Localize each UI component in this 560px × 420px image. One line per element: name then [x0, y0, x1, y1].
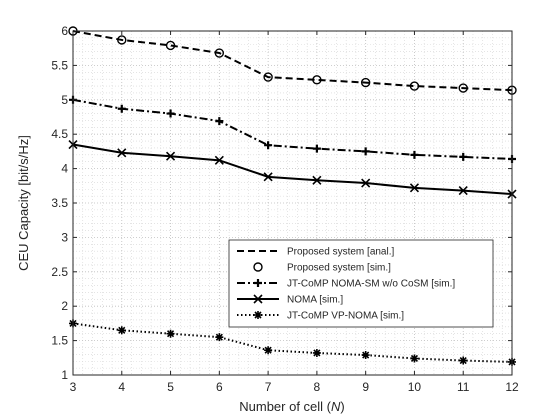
asterisk-marker — [117, 326, 126, 335]
x-tick-label: 7 — [265, 380, 272, 394]
circle-marker — [458, 83, 468, 93]
legend-label: JT-CoMP VP-NOMA [sim.] — [287, 311, 404, 322]
plus-marker — [215, 117, 224, 126]
asterisk-marker — [410, 354, 419, 363]
y-tick-label: 3.5 — [51, 196, 68, 210]
legend: Proposed system [anal.] Proposed system [… — [228, 239, 494, 328]
circle-marker — [117, 35, 127, 45]
plus-marker — [117, 104, 126, 113]
legend-label: Proposed system [anal.] — [287, 247, 394, 258]
y-tick-label: 3 — [61, 230, 68, 244]
plus-marker — [254, 279, 262, 287]
plus-marker — [166, 109, 175, 118]
plus-marker — [459, 152, 468, 161]
legend-entry-3: JT-CoMP NOMA-SM w/o CoSM [sim.] — [237, 279, 455, 290]
x-tick-label: 12 — [505, 380, 519, 394]
y-tick-label: 5 — [61, 93, 68, 107]
x-marker — [409, 183, 420, 193]
plus-marker — [361, 147, 370, 156]
series-1 — [72, 30, 513, 92]
x-tick-label: 4 — [118, 380, 125, 394]
legend-label: Proposed system [sim.] — [287, 263, 391, 274]
x-marker — [165, 151, 176, 161]
x-marker — [312, 175, 322, 185]
circle-marker — [253, 262, 263, 272]
plus-marker — [312, 144, 321, 153]
series-line — [72, 30, 513, 92]
asterisk-marker — [312, 348, 321, 357]
y-axis-label: CEU Capacity [bit/s/Hz] — [16, 135, 31, 271]
x-tick-label: 8 — [314, 380, 321, 394]
x-marker — [361, 178, 371, 188]
x-marker — [214, 155, 224, 165]
circle-marker — [360, 77, 371, 88]
x-axis-label: Number of cell (N) — [239, 399, 344, 414]
asterisk-marker — [166, 329, 175, 338]
y-tick-label: 1 — [61, 368, 68, 382]
x-tick-label: 10 — [408, 380, 422, 394]
x-tick-label: 9 — [362, 380, 369, 394]
asterisk-marker — [254, 311, 262, 319]
x-marker — [263, 172, 273, 182]
plus-marker — [410, 150, 419, 159]
legend-entry-1: Proposed system [anal.] — [237, 247, 394, 258]
x-tick-label: 3 — [70, 380, 77, 394]
circle-marker — [312, 75, 322, 85]
circle-marker — [263, 72, 273, 82]
x-tick-label: 6 — [216, 380, 223, 394]
y-tick-label: 4.5 — [51, 127, 68, 141]
y-tick-label: 2.5 — [51, 265, 68, 279]
y-tick-label: 4 — [61, 162, 68, 176]
x-axis-ticks: 3 4 5 6 7 8 9 10 11 12 — [70, 31, 519, 394]
circle-marker — [409, 81, 420, 91]
x-marker — [458, 186, 468, 196]
circle-marker — [165, 40, 176, 51]
x-axis-label-close: ) — [340, 399, 344, 414]
legend-entry-5: JT-CoMP VP-NOMA [sim.] — [237, 311, 404, 322]
y-tick-label: 5.5 — [51, 58, 68, 72]
asterisk-marker — [459, 356, 468, 365]
asterisk-marker — [264, 346, 273, 355]
circle-marker — [214, 48, 225, 58]
legend-label: NOMA [sim.] — [287, 295, 343, 306]
plus-marker — [264, 141, 273, 150]
x-marker — [253, 294, 263, 304]
legend-entry-2: Proposed system [sim.] — [253, 262, 391, 274]
y-tick-label: 2 — [61, 299, 68, 313]
y-tick-label: 6 — [61, 24, 68, 38]
x-axis-label-variable: N — [331, 399, 341, 414]
y-tick-label: 1.5 — [51, 334, 68, 348]
asterisk-marker — [361, 351, 370, 360]
x-tick-label: 11 — [457, 380, 470, 394]
legend-entry-4: NOMA [sim.] — [237, 294, 343, 306]
series-line — [72, 322, 513, 363]
legend-label: JT-CoMP NOMA-SM w/o CoSM [sim.] — [287, 279, 455, 290]
asterisk-marker — [215, 333, 224, 342]
x-marker — [117, 148, 127, 158]
series-line — [72, 98, 513, 160]
series-line — [72, 143, 513, 196]
x-tick-label: 5 — [167, 380, 174, 394]
y-axis-ticks: 1 1.5 2 2.5 3 3.5 4 4.5 5 5.5 6 — [51, 24, 512, 382]
